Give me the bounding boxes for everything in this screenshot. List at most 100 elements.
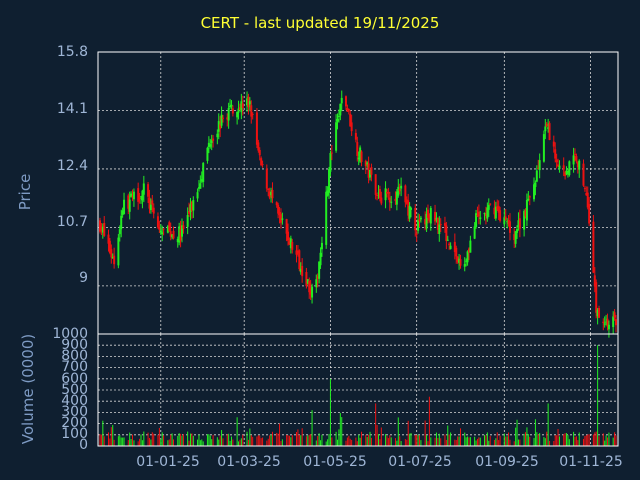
volume-tick: 200 — [61, 415, 88, 431]
candle-body — [596, 309, 599, 317]
candle-body — [202, 163, 205, 182]
candle-body — [542, 134, 545, 162]
candle-body — [226, 117, 229, 120]
candle-body — [336, 119, 339, 122]
candle-body — [483, 213, 486, 215]
candle-body — [337, 115, 340, 117]
candle-body — [514, 231, 517, 244]
candle-body — [417, 219, 420, 231]
candle-body — [227, 108, 230, 121]
candle-body — [497, 205, 500, 213]
candle-body — [217, 121, 220, 132]
candle-body — [357, 157, 360, 160]
candle-body — [231, 108, 234, 114]
candle-body — [178, 226, 181, 243]
candle-body — [206, 147, 209, 161]
candle-body — [390, 201, 393, 203]
candle-body — [176, 238, 179, 243]
candle-body — [453, 241, 456, 253]
candle-body — [325, 191, 328, 245]
candle-body — [190, 201, 193, 211]
candle-body — [289, 238, 292, 249]
candle-body — [612, 316, 615, 328]
candle-body — [166, 226, 169, 233]
candle-body — [418, 219, 421, 222]
candle-body — [247, 96, 250, 108]
volume-tick: 700 — [61, 359, 88, 375]
candle-body — [602, 321, 605, 324]
candle-body — [127, 195, 130, 209]
candle-body — [606, 318, 609, 327]
candle-body — [250, 105, 253, 117]
candle-body — [130, 193, 133, 198]
candle-body — [595, 282, 598, 313]
candle-body — [408, 205, 411, 219]
candle-body — [376, 194, 379, 196]
candle-body — [465, 260, 468, 262]
candle-body — [477, 211, 480, 217]
candle-body — [209, 144, 212, 147]
volume-panel-frame — [97, 333, 619, 447]
candle-body — [463, 264, 466, 267]
price-tick: 9 — [79, 270, 88, 286]
candle-body — [255, 112, 258, 145]
candle-body — [565, 171, 568, 175]
candle-body — [171, 234, 174, 238]
candle-body — [219, 124, 222, 129]
candle-body — [552, 141, 555, 147]
candle-body — [385, 192, 388, 194]
candle-body — [123, 199, 126, 214]
candle-body — [169, 231, 172, 237]
candle-body — [479, 217, 482, 220]
candle-body — [288, 241, 291, 245]
candle-body — [285, 218, 288, 234]
candle-body — [476, 215, 479, 217]
candle-body — [582, 163, 585, 186]
candle-body — [459, 259, 462, 266]
volume-tick: 0 — [79, 437, 88, 453]
candle-body — [315, 279, 318, 288]
candle-body — [493, 207, 496, 215]
candle-body — [370, 167, 373, 175]
candle-body — [578, 160, 581, 170]
candle-body — [139, 196, 142, 198]
candle-body — [367, 163, 370, 178]
candle-body — [192, 200, 195, 211]
candle-body — [107, 234, 110, 244]
candle-body — [238, 107, 241, 110]
candle-body — [275, 202, 278, 206]
candle-body — [369, 169, 372, 178]
candle-body — [291, 242, 294, 250]
candle-body — [384, 188, 387, 201]
candle-body — [271, 189, 274, 199]
candle-body — [410, 207, 413, 210]
candle-body — [374, 174, 377, 195]
volume-bars — [99, 345, 617, 446]
candle-body — [359, 147, 362, 162]
candle-body — [458, 258, 461, 263]
candle-body — [566, 171, 569, 173]
candle-body — [576, 162, 579, 168]
candle-body — [267, 188, 270, 190]
candle-body — [349, 113, 352, 127]
price-tick: 14.1 — [56, 101, 88, 117]
date-tick: 01-01-25 — [136, 454, 200, 470]
candle-body — [378, 188, 381, 199]
candle-body — [603, 323, 606, 325]
candle-body — [548, 123, 551, 141]
candle-body — [397, 186, 400, 196]
date-tick: 01-03-25 — [217, 454, 281, 470]
candle-body — [278, 212, 281, 216]
candle-body — [438, 224, 441, 235]
candle-body — [320, 242, 323, 250]
candle-body — [398, 188, 401, 192]
candle-body — [583, 188, 586, 190]
candle-body — [489, 203, 492, 205]
candle-body — [547, 127, 550, 129]
candle-body — [118, 229, 121, 235]
candle-body — [99, 220, 101, 232]
candle-body — [246, 98, 249, 106]
candle-body — [429, 207, 432, 224]
